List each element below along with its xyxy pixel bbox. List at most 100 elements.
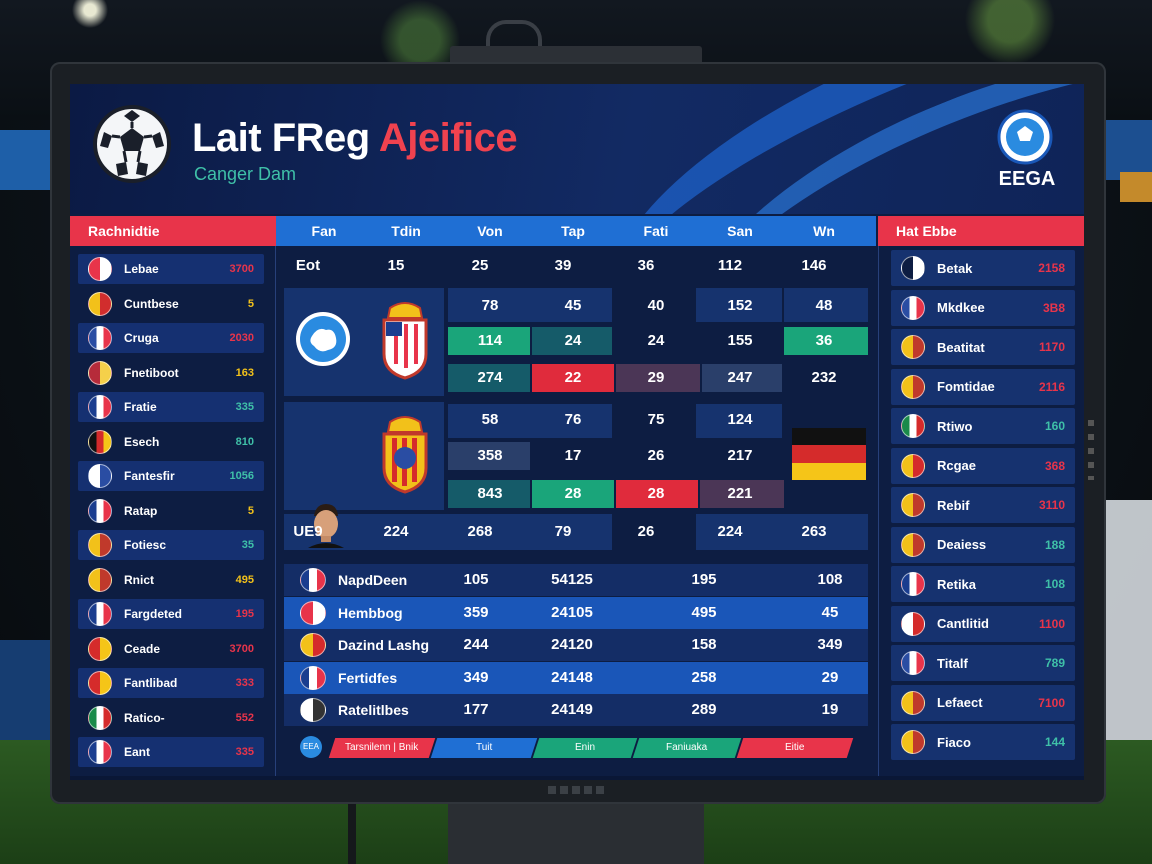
scoreboard-screen: Lait FReg Ajeifice Canger Dam EEGA Rachn… xyxy=(70,84,1084,780)
grid-cell: 58 xyxy=(481,411,499,428)
team-row[interactable]: Lebae 3700 xyxy=(78,254,264,284)
legend-item[interactable]: Tarsnilenn | Bnik xyxy=(328,738,436,758)
table-cell: 289 xyxy=(691,701,717,718)
team-value: 7100 xyxy=(1038,695,1065,710)
team-row[interactable]: Cantlitid 1100 xyxy=(891,605,1075,642)
legend-label: Tarsnilenn | Bnik xyxy=(345,742,419,753)
team-value: 1100 xyxy=(1038,616,1065,631)
flag-icon xyxy=(901,572,925,596)
team-row[interactable]: Fantlibad 333 xyxy=(78,668,264,698)
flag-icon xyxy=(88,291,112,316)
team-name: Fratie xyxy=(124,400,157,414)
monitor-mount xyxy=(450,46,702,66)
grid-cell: 17 xyxy=(564,447,582,464)
team-name: Rtiwo xyxy=(937,418,973,434)
legend-bar: EEA Tarsnilenn | Bnik Tuit Enin Faniuaka Eit… xyxy=(284,734,868,760)
team-row[interactable]: Fantesfir 1056 xyxy=(78,461,264,491)
column-header[interactable]: Wn xyxy=(813,223,835,239)
column-header[interactable]: Fati xyxy=(643,223,669,239)
team-row[interactable]: Rcgae 368 xyxy=(891,447,1075,484)
legend-item[interactable]: Eitie xyxy=(736,738,854,758)
table-row[interactable]: Dazind Lashg 244 24120 158 349 xyxy=(284,629,868,661)
team-row[interactable]: Rebif 3110 xyxy=(891,487,1075,523)
flag-icon xyxy=(901,335,925,359)
highlight-cell xyxy=(448,442,530,470)
team-row[interactable]: Mkdkee 3B8 xyxy=(891,289,1075,326)
grid-cell: 263 xyxy=(801,523,827,540)
stadium-ad-board xyxy=(0,640,52,740)
table-row[interactable]: Hembbog 359 24105 495 45 xyxy=(284,596,868,629)
team-row[interactable]: Rnict 495 xyxy=(78,565,264,595)
team-row[interactable]: Deaiess 188 xyxy=(891,526,1075,563)
grid-cell-bg xyxy=(696,288,782,322)
column-header[interactable]: Von xyxy=(477,223,503,239)
team-row[interactable]: Fratie 335 xyxy=(78,392,264,422)
team-row[interactable]: Rtiwo 160 xyxy=(891,408,1075,444)
team-name: Betak xyxy=(937,260,973,276)
grid-cell: 843 xyxy=(477,485,503,502)
team-value: 495 xyxy=(235,573,254,586)
team-row[interactable]: Eant 335 xyxy=(78,737,264,767)
table-row[interactable]: Fertidfes 349 24148 258 29 xyxy=(284,661,868,694)
panel-title: Rachnidtie xyxy=(70,216,276,246)
grid-cell: 124 xyxy=(727,411,753,428)
left-team-list: Lebae 3700 Cuntbese 5 Cruga 2030 Fnetiboot 163 F… xyxy=(70,246,276,776)
table-row[interactable]: Ratelitlbes 177 24149 289 19 xyxy=(284,694,868,726)
column-header[interactable]: San xyxy=(727,223,753,239)
highlight-cell xyxy=(448,364,530,392)
team-name: Rcgae xyxy=(937,458,977,473)
legend-item[interactable]: Enin xyxy=(532,738,638,758)
table-team-name: Hembbog xyxy=(338,604,403,621)
team-row[interactable]: Lefaect 7100 xyxy=(891,684,1075,721)
table-cell: 244 xyxy=(463,636,489,653)
table-cell: 108 xyxy=(817,571,843,588)
legend-item[interactable]: Tuit xyxy=(430,738,538,758)
table-cell: 495 xyxy=(691,603,717,621)
team-value: 335 xyxy=(235,401,254,413)
grid-cell: 26 xyxy=(637,523,655,540)
team-row[interactable]: Cruga 2030 xyxy=(78,323,264,353)
grid-cell: 221 xyxy=(727,485,753,502)
team-row[interactable]: Beatitat 1170 xyxy=(891,329,1075,365)
grid-cell: 24 xyxy=(564,332,582,349)
column-header[interactable]: Tdin xyxy=(391,223,421,239)
team-row[interactable]: Betak 2158 xyxy=(891,250,1075,286)
table-cell: 177 xyxy=(463,701,489,718)
table-row[interactable]: NapdDeen 105 54125 195 108 xyxy=(284,564,868,596)
team-row[interactable]: Fomtidae 2116 xyxy=(891,368,1075,405)
flag-icon xyxy=(901,414,925,438)
team-row[interactable]: Cuntbese 5 xyxy=(78,289,264,319)
team-row[interactable]: Ceade 3700 xyxy=(78,634,264,664)
table-team-name: Fertidfes xyxy=(338,669,398,686)
team-name: Lebae xyxy=(124,262,159,276)
stats-grid: Fan Tdin Von Tap Fati San Wn xyxy=(276,216,876,776)
team-row[interactable]: Ratap 5 xyxy=(78,496,264,526)
table-cell: 349 xyxy=(817,636,843,653)
grid-cell: 79 xyxy=(554,523,572,540)
team-row[interactable]: Ratico- 552 xyxy=(78,703,264,733)
flag-icon xyxy=(901,295,925,320)
grid-cell: 36 xyxy=(815,332,833,349)
grid-cell: 15 xyxy=(387,257,405,274)
column-header[interactable]: Tap xyxy=(561,223,585,239)
team-row[interactable]: Fargdeted 195 xyxy=(78,599,264,629)
flag-icon xyxy=(901,730,925,754)
grid-cell: 224 xyxy=(383,523,409,540)
grid-cell: 22 xyxy=(564,369,582,386)
team-row[interactable]: Esech 810 xyxy=(78,427,264,457)
team-row[interactable]: Fotiesc 35 xyxy=(78,530,264,560)
team-row[interactable]: Fnetiboot 163 xyxy=(78,358,264,388)
column-header[interactable]: Fan xyxy=(311,223,337,239)
grid-cell: 78 xyxy=(481,297,499,314)
table-cell: 195 xyxy=(691,571,717,588)
team-value: 2158 xyxy=(1038,261,1065,275)
team-name: Beatitat xyxy=(937,339,985,355)
legend-label: Enin xyxy=(574,742,595,753)
team-value: 1170 xyxy=(1038,340,1065,354)
team-value: 335 xyxy=(235,746,254,758)
team-value: 789 xyxy=(1044,656,1065,670)
team-row[interactable]: Retika 108 xyxy=(891,566,1075,602)
team-row[interactable]: Titalf 789 xyxy=(891,645,1075,681)
legend-item[interactable]: Faniuaka xyxy=(632,738,742,758)
team-row[interactable]: Fiaco 144 xyxy=(891,724,1075,760)
